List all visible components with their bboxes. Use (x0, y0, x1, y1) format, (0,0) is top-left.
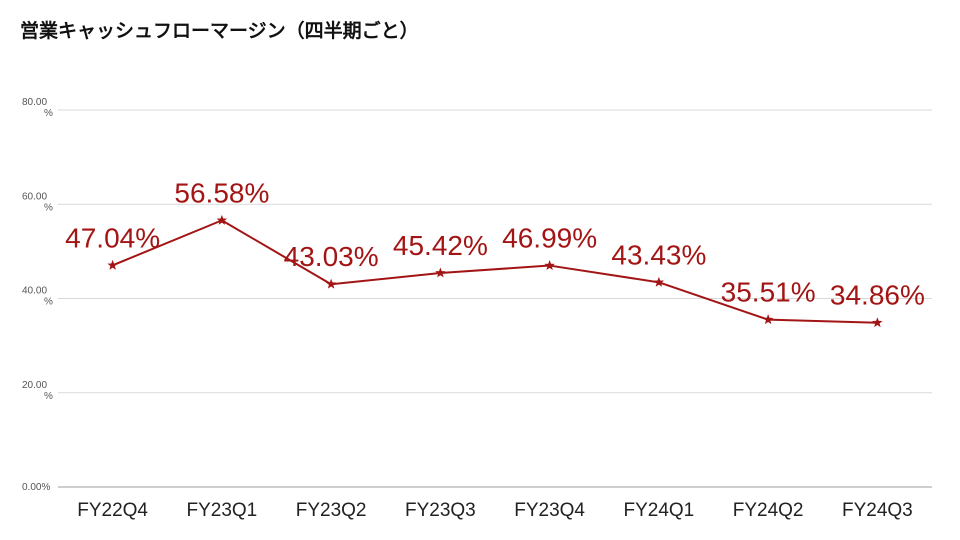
star-marker (435, 267, 446, 278)
star-marker (653, 276, 665, 287)
data-label: 43.03% (284, 241, 379, 272)
data-label: 46.99% (502, 223, 597, 254)
star-marker (107, 259, 118, 270)
data-label: 47.04% (65, 222, 160, 253)
series-line (112, 219, 878, 324)
data-label: 56.58% (174, 177, 269, 208)
x-tick-label: FY24Q3 (842, 500, 913, 521)
star-marker (216, 214, 228, 225)
star-marker (872, 317, 883, 328)
star-marker (325, 278, 337, 289)
x-tick-label: FY23Q1 (186, 500, 257, 521)
x-tick-label: FY23Q3 (405, 500, 476, 521)
y-tick-label: 60.00% (22, 191, 53, 213)
data-label: 35.51% (721, 277, 816, 308)
y-tick-label: 0.00% (22, 482, 50, 493)
star-marker (544, 260, 555, 271)
series-line (112, 219, 878, 324)
series-markers (107, 214, 883, 328)
data-labels: 47.04% 56.58% 43.03% 45.42% 46.99% 43.43% 35.5… (65, 177, 925, 310)
x-axis-ticks: FY22Q4 FY23Q1 FY23Q2 FY23Q3 FY23Q4 FY24Q1 FY24… (77, 500, 913, 521)
data-label: 43.43% (611, 239, 706, 270)
y-tick-label: 20.00% (22, 380, 53, 402)
data-label: 45.42% (393, 230, 488, 261)
y-tick-label: 80.00% (22, 97, 53, 119)
data-label: 34.86% (830, 280, 925, 311)
y-axis-ticks: 0.00% 20.00 % 40.00 % 60.00 % 80.00% (22, 97, 53, 493)
y-tick-label: 40.00% (22, 286, 53, 308)
x-tick-label: FY22Q4 (77, 500, 148, 521)
x-tick-label: FY23Q4 (514, 500, 585, 521)
x-tick-label: FY23Q2 (296, 500, 367, 521)
chart-title: 営業キャッシュフローマージン（四半期ごと） (20, 20, 419, 42)
star-marker (762, 314, 774, 325)
x-tick-label: FY24Q2 (733, 500, 804, 521)
x-tick-label: FY24Q1 (623, 500, 694, 521)
gridlines (58, 109, 932, 488)
